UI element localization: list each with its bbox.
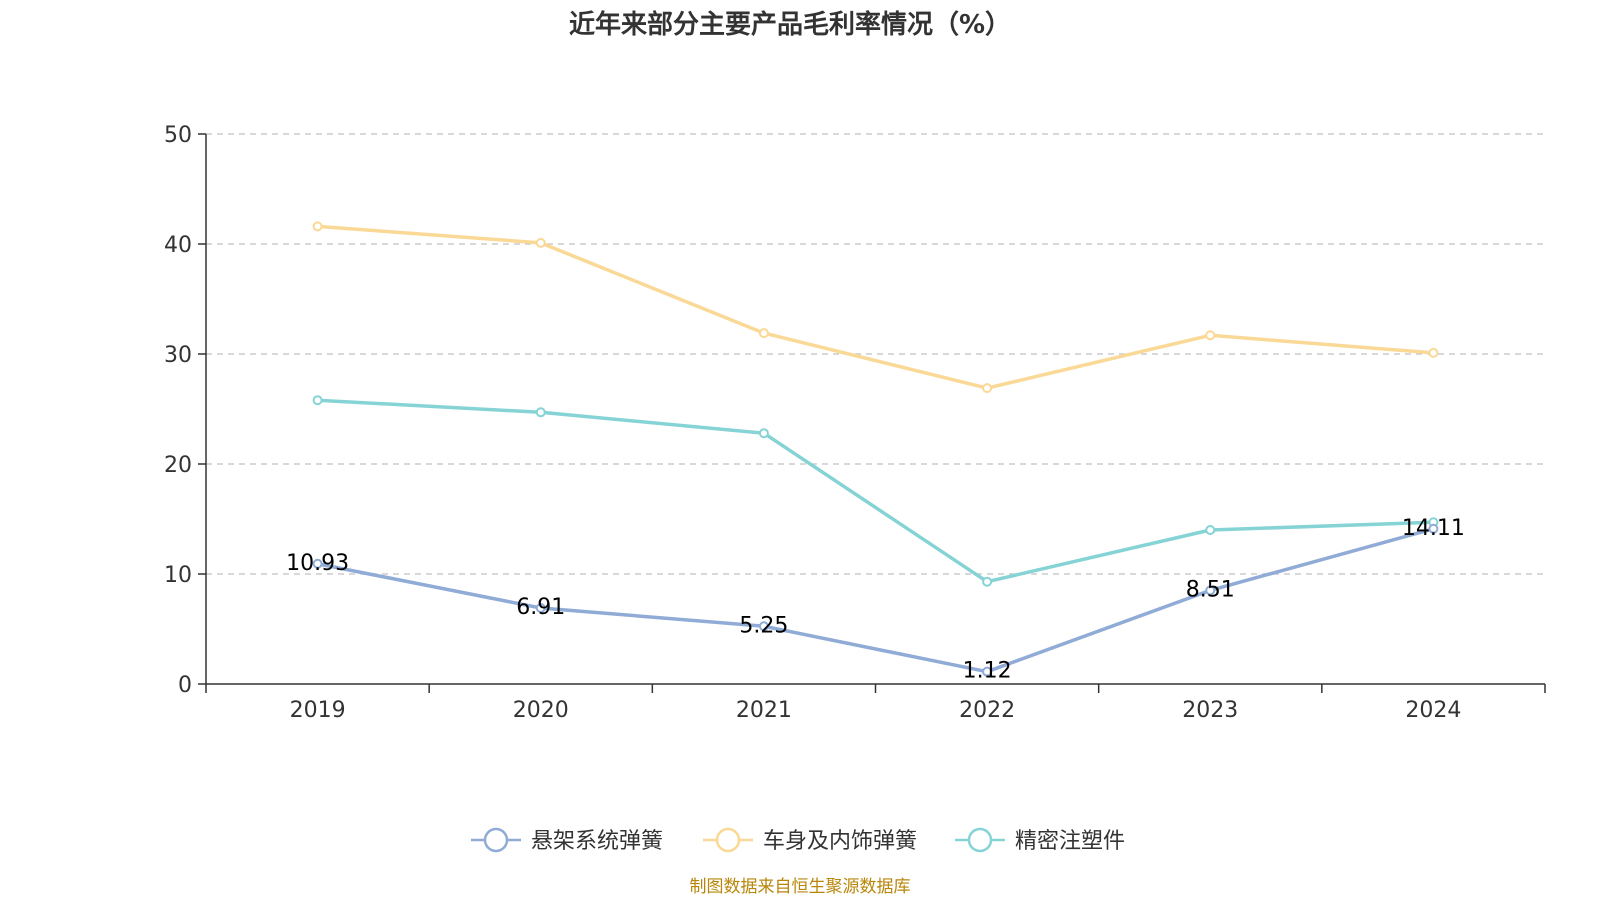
data-label: 6.91 <box>516 595 565 620</box>
series-line <box>317 398 1434 584</box>
data-point <box>312 395 323 406</box>
y-tick-label: 30 <box>164 343 192 368</box>
data-point <box>982 666 993 677</box>
data-point <box>758 621 769 632</box>
y-tick-label: 0 <box>178 673 192 698</box>
data-point <box>535 237 546 248</box>
x-tick-label: 2021 <box>736 698 792 723</box>
data-label: 10.93 <box>286 551 349 576</box>
legend-marker <box>715 827 741 853</box>
x-tick-label: 2024 <box>1405 698 1461 723</box>
data-label: 5.25 <box>739 613 788 638</box>
data-point <box>758 328 769 339</box>
legend-label: 车身及内饰弹簧 <box>763 829 917 854</box>
legend-item[interactable]: 悬架系统弹簧 <box>471 827 663 854</box>
chart-title: 近年来部分主要产品毛利率情况（%） <box>569 9 1011 40</box>
data-point <box>535 602 546 613</box>
grid-lines <box>206 133 1545 575</box>
legend-item[interactable]: 精密注塑件 <box>955 827 1125 854</box>
x-tick-label: 2022 <box>959 698 1015 723</box>
data-label: 8.51 <box>1186 577 1235 602</box>
legend-label: 悬架系统弹簧 <box>531 829 663 854</box>
data-labels: 10.93 6.91 5.25 1.12 8.51 14.11 <box>286 516 1465 684</box>
data-point <box>758 428 769 439</box>
data-point <box>1428 523 1439 534</box>
data-point <box>312 221 323 232</box>
data-point <box>535 407 546 418</box>
data-point <box>1205 585 1216 596</box>
legend-label: 精密注塑件 <box>1015 829 1125 854</box>
data-point <box>982 383 993 394</box>
series-line <box>317 224 1434 390</box>
data-point <box>1205 525 1216 535</box>
series-line <box>317 527 1434 674</box>
y-tick-label: 40 <box>164 233 192 258</box>
data-point <box>982 576 993 587</box>
source-note: 制图数据来自恒生聚源数据库 <box>690 877 911 897</box>
data-label: 14.11 <box>1402 516 1465 541</box>
y-tick-label: 10 <box>164 563 192 588</box>
data-point <box>1205 330 1216 341</box>
legend[interactable]: 悬架系统弹簧 车身及内饰弹簧 精密注塑件 <box>471 827 1125 854</box>
y-tick-label: 50 <box>164 123 192 148</box>
legend-marker <box>967 827 993 853</box>
x-tick-label: 2019 <box>290 698 346 723</box>
axes: 0 10 20 30 40 50 2019 2020 2021 2022 2023 2024 <box>164 123 1546 723</box>
x-tick-label: 2020 <box>513 698 569 723</box>
series-lines <box>312 221 1439 677</box>
legend-item[interactable]: 车身及内饰弹簧 <box>703 827 917 854</box>
y-tick-label: 20 <box>164 453 192 478</box>
data-point <box>312 558 323 569</box>
x-tick-label: 2023 <box>1182 698 1238 723</box>
data-point <box>1428 347 1439 358</box>
legend-marker <box>483 827 509 853</box>
data-label: 1.12 <box>963 659 1012 684</box>
